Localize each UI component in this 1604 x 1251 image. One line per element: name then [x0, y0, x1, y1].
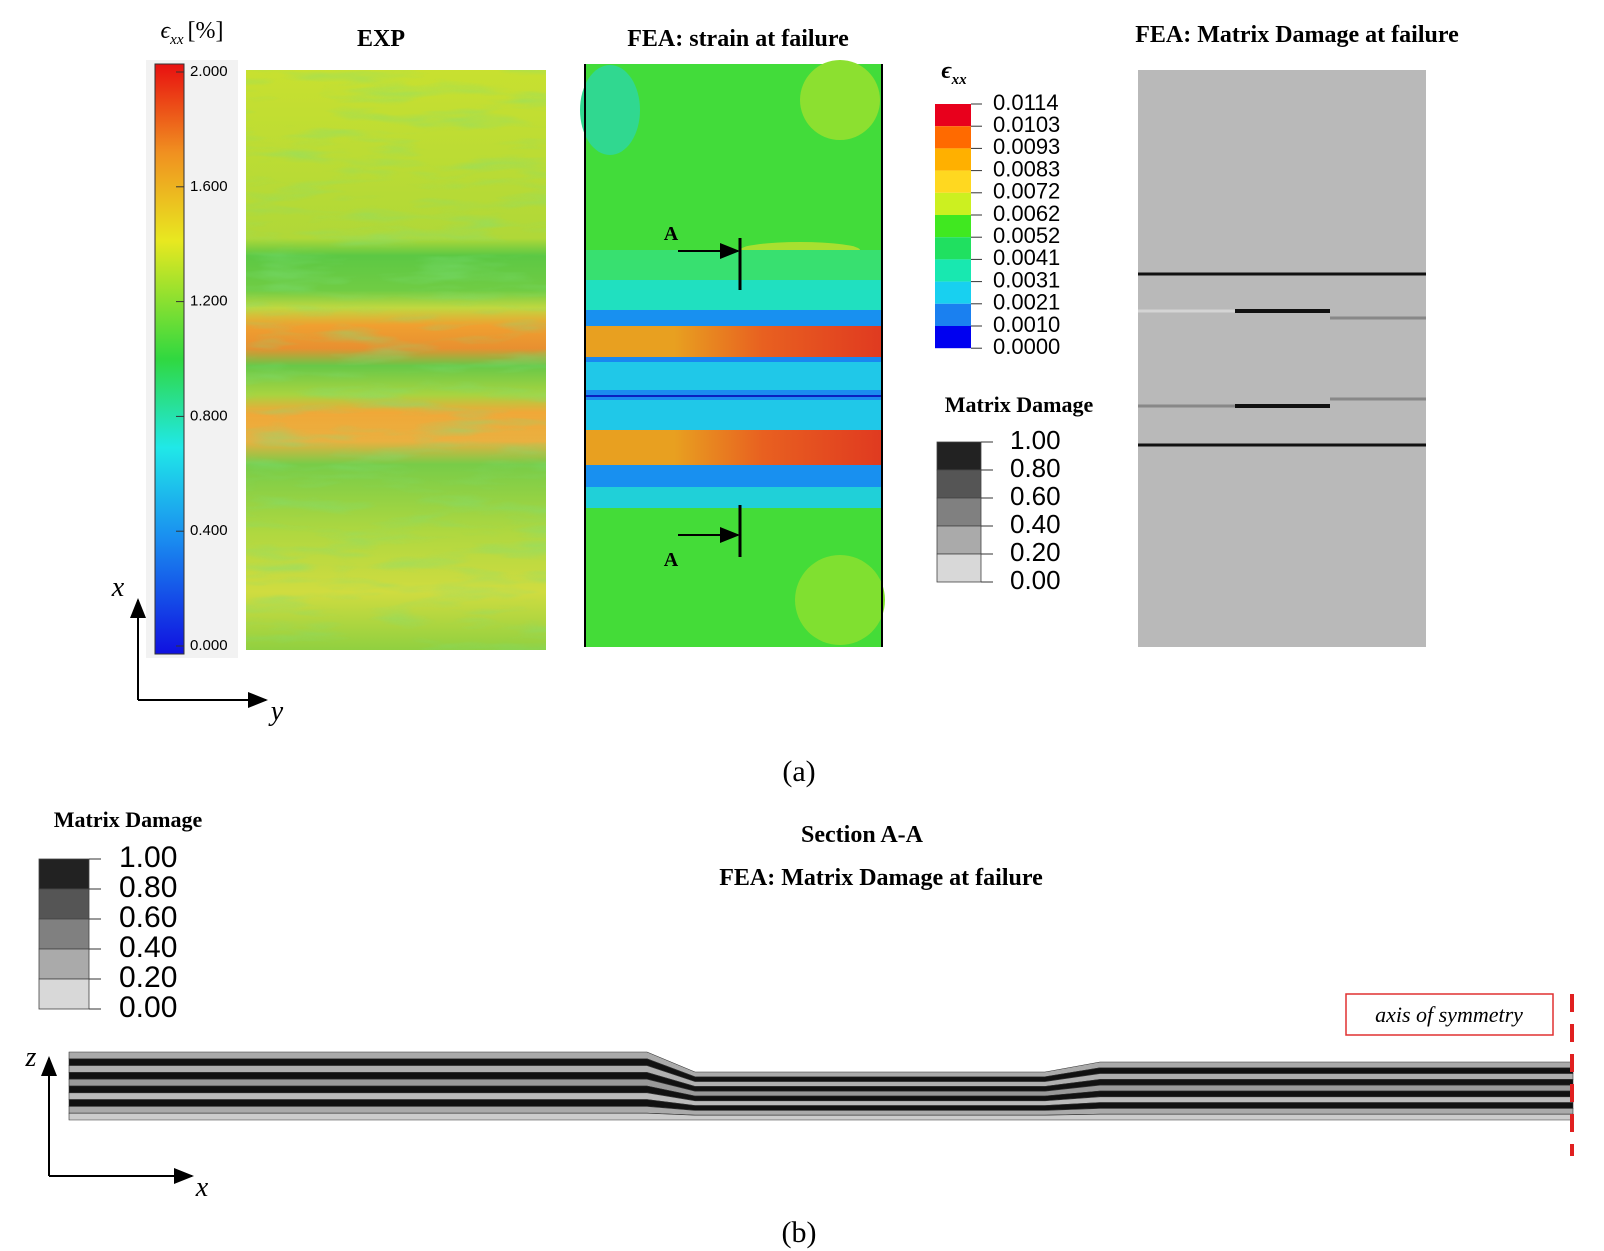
tick-label: 0.0093: [993, 134, 1060, 159]
subscript: xx: [951, 72, 968, 88]
tick-label: 0.0083: [993, 156, 1060, 181]
fea-strain-map: [580, 60, 885, 647]
legend-swatch: [935, 215, 971, 238]
symmetry-box: [1345, 993, 1554, 1036]
tick-label: 0.20: [1010, 537, 1061, 567]
legend-swatch: [936, 441, 982, 471]
tick-label: 1.00: [1010, 425, 1061, 455]
tick-label: 2.000: [190, 63, 228, 80]
section-marker: A: [664, 549, 679, 571]
legend-swatch: [936, 469, 982, 499]
tick-label: 0.0031: [993, 267, 1060, 292]
tick-label: 0.0103: [993, 112, 1060, 137]
tick-label: 0.800: [190, 407, 228, 424]
tick-label: 0.400: [190, 522, 228, 539]
legend-swatch: [935, 281, 971, 304]
legend-swatch: [935, 237, 971, 260]
tick-label: 0.40: [1010, 509, 1061, 539]
damage-map: [1138, 70, 1426, 647]
legend-swatch: [935, 303, 971, 326]
colorbar: [154, 63, 185, 655]
legend-swatch: [936, 553, 982, 583]
colorbar-label: ϵxx [%]: [161, 18, 224, 48]
tick-label: 0.00: [119, 991, 177, 1024]
tick-label: 0.80: [119, 871, 177, 904]
legend-swatch: [38, 888, 90, 920]
legend-swatch: [935, 148, 971, 171]
legend-swatch: [38, 858, 90, 890]
section-marker: A: [664, 223, 679, 245]
tick-label: 0.0010: [993, 312, 1060, 337]
tick-label: 1.200: [190, 293, 228, 310]
tick-label: 0.0114: [993, 90, 1059, 115]
tick-label: 0.80: [1010, 453, 1061, 483]
axis-label: x: [111, 572, 125, 603]
tick-label: 0.40: [119, 931, 177, 964]
legend-swatch: [38, 918, 90, 950]
panel-title: FEA: Matrix Damage at failure: [1135, 22, 1459, 48]
tick-label: 0.0000: [993, 334, 1060, 359]
legend-swatch: [936, 525, 982, 555]
symmetry-label: axis of symmetry: [1375, 1002, 1523, 1027]
tick-label: 0.0052: [993, 223, 1060, 248]
panel-title: Section A-A: [801, 822, 924, 848]
axis-label: x: [195, 1172, 209, 1203]
legend-title: ϵxx: [941, 58, 967, 88]
legend-swatch: [935, 170, 971, 193]
caption: (b): [782, 1216, 817, 1249]
panel-title: EXP: [357, 26, 405, 52]
tick-label: 0.00: [1010, 565, 1061, 595]
legend-swatch: [38, 978, 90, 1010]
tick-label: 0.60: [1010, 481, 1061, 511]
tick-label: 0.0062: [993, 201, 1060, 226]
strain-texture: [246, 70, 546, 650]
legend-swatch: [935, 192, 971, 215]
legend-swatch: [935, 259, 971, 282]
tick-label: 0.60: [119, 901, 177, 934]
legend-swatch: [935, 326, 971, 349]
unit: [%]: [188, 18, 224, 44]
tick-label: 0.20: [119, 961, 177, 994]
legend-swatch: [935, 104, 971, 127]
subscript: xx: [169, 32, 184, 48]
legend-title: Matrix Damage: [945, 392, 1094, 417]
tick-label: 0.0021: [993, 290, 1060, 315]
legend-title: Matrix Damage: [54, 807, 203, 832]
tick-label: 0.0041: [993, 245, 1060, 270]
panel-title: FEA: strain at failure: [627, 26, 849, 52]
axis-label: y: [268, 696, 284, 727]
legend-swatch: [935, 126, 971, 149]
tick-label: 0.000: [190, 637, 228, 654]
laminate: [68, 1051, 1574, 1121]
caption: (a): [782, 755, 815, 788]
legend-swatch: [38, 948, 90, 980]
symbol: ϵ: [161, 18, 172, 44]
legend-swatch: [936, 497, 982, 527]
panel-title: FEA: Matrix Damage at failure: [719, 865, 1043, 891]
tick-label: 1.00: [119, 841, 177, 874]
tick-label: 0.0072: [993, 179, 1060, 204]
symbol: ϵ: [941, 58, 952, 84]
tick-label: 1.600: [190, 178, 228, 195]
axis-label: z: [25, 1042, 37, 1073]
